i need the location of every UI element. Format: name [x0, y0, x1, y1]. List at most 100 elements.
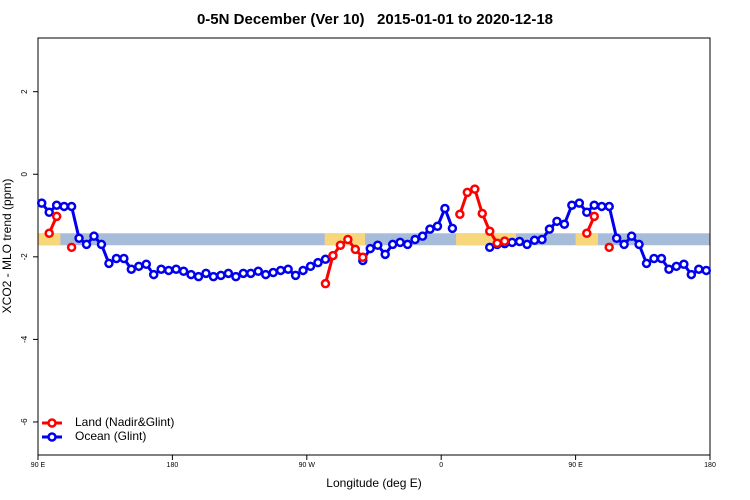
point [335, 240, 346, 251]
point [455, 209, 465, 220]
point [44, 228, 54, 239]
x-tick-label: 90 E [31, 462, 46, 469]
land-band [575, 233, 598, 246]
point [89, 231, 99, 241]
point [387, 239, 398, 250]
point [514, 236, 525, 247]
point [380, 249, 390, 260]
point [604, 201, 614, 212]
point [141, 259, 152, 270]
point [462, 187, 473, 198]
point [223, 268, 234, 279]
point [671, 261, 682, 272]
point [193, 271, 204, 282]
point [268, 267, 278, 278]
point [328, 250, 338, 261]
point [231, 271, 241, 282]
y-tick-label: 0 [20, 171, 29, 176]
point [358, 252, 368, 262]
point [372, 240, 383, 251]
point [305, 261, 316, 272]
point [477, 208, 488, 219]
legend-label: Land (Nadir&Glint) [75, 415, 174, 429]
y-tick-label: -4 [20, 335, 29, 343]
land-band [456, 233, 516, 246]
y-tick-label: 2 [20, 89, 29, 94]
point [126, 264, 137, 274]
x-tick-label: 180 [704, 462, 716, 469]
x-tick-label: 180 [167, 462, 179, 469]
point [298, 265, 308, 276]
point [656, 253, 667, 264]
point [484, 242, 495, 253]
point [275, 265, 286, 276]
point [425, 224, 435, 234]
legend-marker [47, 418, 57, 428]
point [320, 254, 331, 265]
point [701, 265, 712, 276]
y-axis-label: XCO2 - MLO trend (ppm) [0, 179, 14, 314]
point [216, 270, 226, 281]
point [470, 184, 480, 194]
point [492, 238, 502, 248]
point [238, 268, 249, 279]
point [246, 268, 256, 279]
point [148, 269, 159, 280]
point [66, 201, 77, 212]
x-tick-label: 90 E [568, 462, 583, 469]
point [529, 235, 540, 246]
legend-marker [47, 432, 57, 442]
point [552, 216, 562, 227]
point [402, 239, 413, 250]
point [410, 234, 420, 245]
point [44, 207, 54, 217]
point [582, 228, 592, 239]
point [649, 253, 659, 264]
point [567, 200, 577, 210]
point [208, 271, 219, 282]
point [66, 242, 77, 253]
point [507, 237, 517, 248]
point [171, 264, 181, 274]
point [537, 234, 547, 245]
point [186, 269, 196, 280]
point [484, 226, 495, 236]
point [559, 219, 570, 229]
point [544, 224, 555, 234]
point [395, 237, 405, 248]
point [440, 203, 450, 214]
x-tick-label: 90 W [299, 462, 316, 469]
point [178, 266, 189, 277]
point [350, 244, 361, 255]
point [81, 239, 92, 250]
point [589, 211, 600, 222]
point [596, 201, 607, 212]
point [283, 264, 293, 274]
point [201, 268, 211, 279]
point [447, 223, 458, 234]
point [499, 236, 510, 246]
point [522, 239, 532, 250]
point [290, 270, 301, 281]
point [320, 278, 331, 289]
point [582, 207, 592, 217]
point [134, 261, 144, 272]
plot-frame [37, 37, 711, 456]
point [119, 253, 129, 264]
point [604, 242, 614, 253]
point [313, 257, 323, 268]
point [260, 269, 271, 280]
point [253, 266, 264, 277]
point [664, 264, 674, 274]
point [432, 221, 443, 232]
point [365, 243, 376, 254]
point [156, 264, 166, 274]
point [343, 234, 353, 245]
point [417, 231, 428, 241]
point [36, 198, 47, 208]
point [634, 239, 644, 250]
point [626, 231, 637, 241]
point [111, 253, 122, 264]
